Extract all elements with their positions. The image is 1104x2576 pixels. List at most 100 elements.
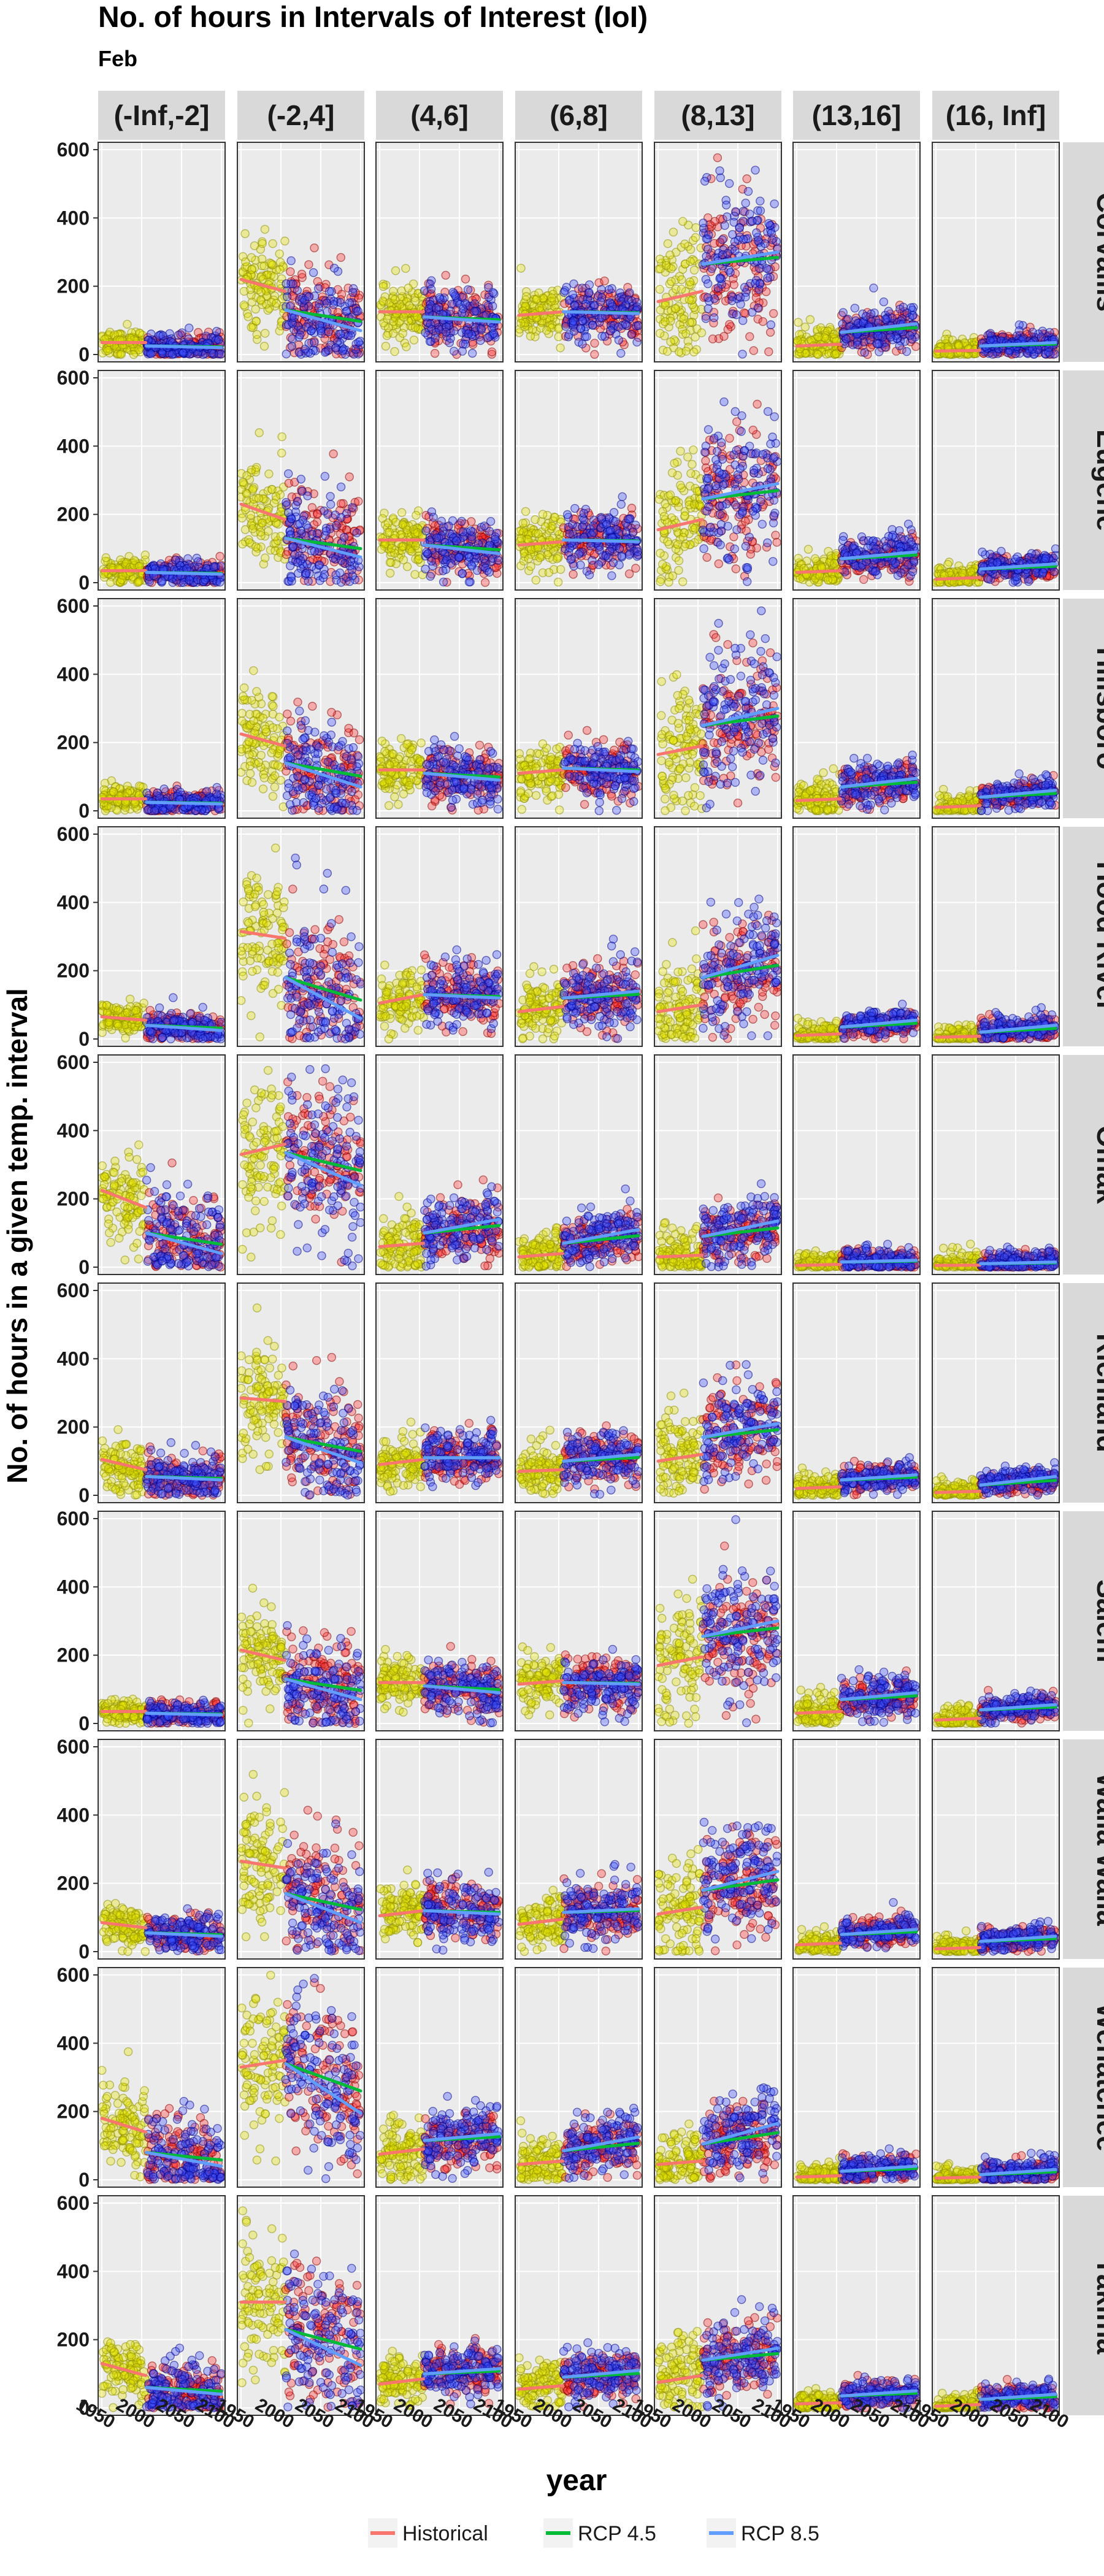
data-point	[585, 288, 594, 297]
data-point	[763, 407, 773, 416]
data-point	[347, 565, 356, 575]
data-point	[691, 524, 700, 533]
data-point	[458, 569, 467, 578]
data-point	[535, 553, 545, 562]
data-point	[576, 561, 585, 570]
data-point	[256, 527, 266, 537]
data-point	[665, 250, 675, 259]
data-point	[238, 539, 247, 549]
data-point	[859, 575, 868, 584]
y-tick-label: 200	[57, 275, 90, 297]
data-point	[730, 237, 740, 247]
data-point	[251, 542, 261, 551]
interval-strip-label: (4,6]	[410, 99, 469, 131]
data-point	[336, 499, 346, 508]
data-point	[600, 276, 609, 286]
data-point	[703, 425, 713, 434]
data-point	[700, 177, 710, 186]
data-point	[737, 411, 746, 420]
y-tick-label: 0	[79, 343, 90, 366]
data-point	[427, 556, 436, 566]
data-point	[570, 504, 580, 513]
data-point	[616, 500, 626, 509]
data-point	[352, 528, 361, 537]
data-point	[387, 543, 396, 553]
data-point	[404, 283, 413, 293]
data-point	[850, 304, 860, 313]
interval-strip-label: (13,16]	[812, 99, 902, 131]
data-point	[282, 550, 291, 559]
data-point	[167, 350, 177, 359]
data-point	[538, 510, 548, 519]
data-point	[792, 336, 802, 345]
facet-panel	[654, 142, 782, 362]
data-point	[345, 472, 354, 481]
data-point	[713, 447, 722, 456]
data-point	[657, 559, 667, 569]
data-point	[185, 575, 194, 585]
data-point	[769, 453, 779, 462]
data-point	[134, 345, 144, 355]
data-point	[302, 560, 312, 569]
data-point	[711, 481, 721, 491]
data-point	[769, 518, 778, 527]
data-point	[556, 565, 565, 574]
data-point	[324, 287, 334, 296]
data-point	[314, 303, 323, 312]
data-point	[738, 316, 748, 325]
data-point	[823, 575, 833, 585]
data-point	[103, 346, 112, 355]
data-point	[756, 206, 765, 215]
data-point	[135, 328, 144, 337]
data-point	[336, 253, 345, 262]
data-point	[716, 510, 725, 519]
data-point	[307, 326, 316, 335]
data-point	[794, 318, 803, 327]
facet-panel	[237, 142, 365, 362]
data-point	[714, 559, 724, 569]
data-point	[303, 491, 312, 500]
chart-subtitle: Feb	[98, 46, 137, 71]
data-point	[237, 513, 247, 523]
data-point	[686, 257, 695, 266]
data-point	[703, 293, 713, 302]
data-point	[769, 557, 778, 566]
data-point	[553, 577, 563, 587]
data-point	[631, 564, 640, 573]
data-point	[865, 335, 875, 345]
data-point	[699, 544, 708, 553]
data-point	[487, 347, 497, 356]
data-point	[762, 264, 772, 273]
data-point	[276, 507, 285, 516]
data-point	[766, 320, 776, 329]
data-point	[770, 412, 779, 421]
interval-strip	[237, 91, 364, 140]
data-point	[340, 532, 349, 542]
data-point	[178, 348, 188, 358]
data-point	[735, 464, 745, 473]
data-point	[313, 284, 323, 293]
data-point	[708, 334, 718, 343]
data-point	[290, 550, 299, 559]
data-point	[264, 469, 274, 478]
data-point	[1028, 328, 1037, 337]
data-point	[470, 307, 479, 316]
data-point	[390, 295, 400, 304]
data-point	[632, 337, 642, 347]
data-point	[264, 527, 273, 536]
data-point	[491, 534, 500, 544]
data-point	[535, 303, 544, 313]
data-point	[656, 577, 665, 586]
data-point	[594, 560, 604, 569]
data-point	[140, 550, 150, 559]
data-point	[247, 265, 256, 274]
data-point	[553, 554, 562, 564]
data-point	[666, 337, 675, 347]
data-point	[840, 567, 849, 577]
data-point	[661, 301, 670, 310]
data-point	[711, 455, 721, 464]
data-point	[718, 235, 727, 245]
data-point	[1004, 348, 1013, 358]
data-point	[816, 323, 826, 332]
